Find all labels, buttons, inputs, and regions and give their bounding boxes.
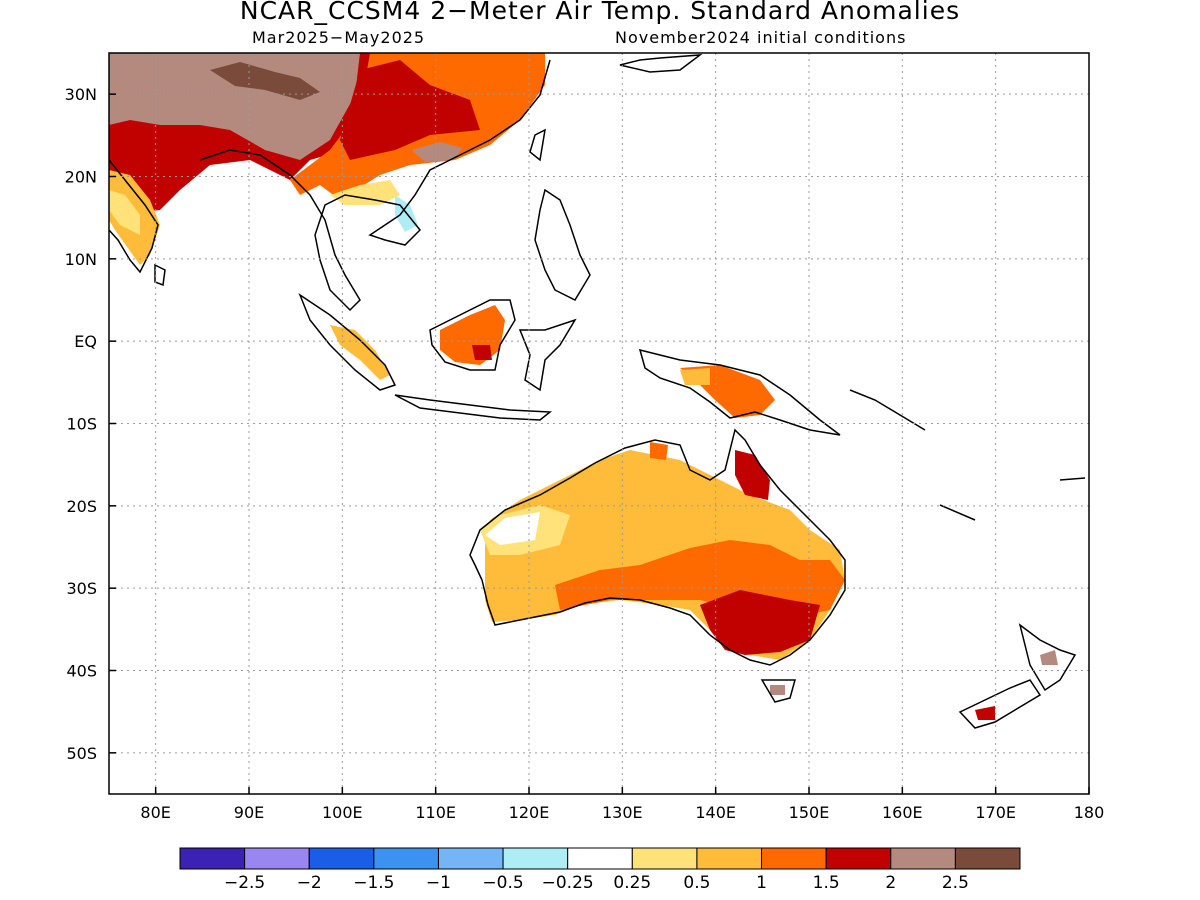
colorbar-label: −0.25 <box>542 873 594 893</box>
lon-tick-label: 140E <box>695 803 736 822</box>
colorbar-label: 1.5 <box>813 873 840 893</box>
new-zealand-south-coastline <box>958 679 1042 729</box>
lon-tick-label: 80E <box>140 803 170 822</box>
lat-tick-label: EQ <box>74 332 97 351</box>
philippines-coastline <box>534 188 591 301</box>
tasmania-anomaly-fill <box>770 685 785 695</box>
colorbar-swatch <box>179 847 246 870</box>
lon-tick-label: 110E <box>415 803 456 822</box>
queensland-red-fill <box>735 450 770 500</box>
taiwan-coastline <box>529 128 546 162</box>
lat-tick-label: 50S <box>66 744 97 763</box>
lon-tick-label: 90E <box>234 803 264 822</box>
colorbar-swatch <box>502 847 569 870</box>
new-guinea-coastline <box>638 348 841 436</box>
coastlines <box>109 54 1086 729</box>
australia-se-red-fill <box>700 590 820 655</box>
colorbar-label: 2.5 <box>942 873 969 893</box>
india-coastline <box>109 159 159 274</box>
sulawesi-coastline <box>518 318 577 392</box>
lat-tick-label: 10S <box>66 415 97 434</box>
asia-extreme-anomaly-fill <box>210 62 320 100</box>
pacific-islands-coastline <box>849 389 1086 521</box>
lat-tick-label: 30N <box>65 85 97 104</box>
map-title: NCAR_CCSM4 2−Meter Air Temp. Standard An… <box>239 0 961 25</box>
lon-tick-label: 150E <box>789 803 830 822</box>
lon-tick-label: 170E <box>975 803 1016 822</box>
colorbar-label: 2 <box>885 873 896 893</box>
colorbar: −2.5 −2 −1.5 −1 −0.5 −0.25 0.25 0.5 1 1.5 2 2.5 <box>179 847 1021 893</box>
lat-tick-label: 10N <box>65 250 97 269</box>
japan-coastline <box>619 54 703 73</box>
lat-tick-label: 20S <box>66 497 97 516</box>
colorbar-label: −2.5 <box>224 873 265 893</box>
new-zealand-anomaly-fill <box>975 706 995 720</box>
map-frame <box>108 52 1090 795</box>
borneo-red-fill <box>472 345 492 360</box>
colorbar-label: 1 <box>756 873 767 893</box>
sumatra-anomaly-fill <box>330 325 390 380</box>
axis-ticks: 80E 90E 100E 110E 120E 130E 140E 150E 160E 170E 18… <box>65 85 1105 822</box>
colorbar-label: −0.5 <box>482 873 523 893</box>
new-guinea-yellow-fill <box>680 368 710 385</box>
lat-tick-label: 30S <box>66 579 97 598</box>
borneo-coastline <box>429 299 516 371</box>
initial-conditions: November2024 initial conditions <box>615 28 907 47</box>
tasmania-coastline <box>760 679 796 703</box>
java-coastline <box>394 394 553 421</box>
graticule <box>109 53 1089 794</box>
colorbar-swatch <box>825 847 892 870</box>
australia-coastline <box>469 428 846 666</box>
colorbar-label: −1 <box>426 873 451 893</box>
lat-tick-label: 40S <box>66 662 97 681</box>
sumatra-coastline <box>298 293 397 391</box>
colorbar-label: −1.5 <box>353 873 394 893</box>
colorbar-label: 0.25 <box>613 873 651 893</box>
east-asia-red-fill <box>340 60 480 160</box>
indochina-yellow-fill <box>330 180 400 205</box>
australia-north-orange-fill <box>650 442 668 460</box>
colorbar-swatch <box>954 847 1021 870</box>
forecast-period: Mar2025−May2025 <box>252 28 426 47</box>
lon-tick-label: 100E <box>322 803 363 822</box>
lon-tick-label: 160E <box>882 803 923 822</box>
anomaly-shading <box>109 53 1058 720</box>
mainland-asia-coastline <box>199 59 551 312</box>
sri-lanka-coastline <box>154 263 166 287</box>
colorbar-swatch <box>696 847 763 870</box>
colorbar-swatch <box>308 847 375 870</box>
colorbar-swatch <box>244 847 310 870</box>
colorbar-label: 0.5 <box>683 873 710 893</box>
australia-nw-white-fill <box>485 512 540 545</box>
colorbar-label: −2 <box>297 873 322 893</box>
lat-tick-label: 20N <box>65 168 97 187</box>
new-zealand-brown-fill <box>1040 650 1058 665</box>
colorbar-swatch <box>437 847 504 870</box>
borneo-anomaly-fill <box>440 305 505 365</box>
colorbar-swatch <box>631 847 698 870</box>
new-zealand-north-coastline <box>1018 623 1077 692</box>
lon-tick-label: 120E <box>509 803 550 822</box>
india-yellow-fill <box>109 190 140 235</box>
lon-tick-label: 180 <box>1074 803 1105 822</box>
colorbar-swatch <box>890 847 956 870</box>
lon-tick-label: 130E <box>602 803 643 822</box>
china-coast-brown-fill <box>412 142 462 162</box>
colorbar-swatch <box>761 847 827 870</box>
colorbar-swatch <box>567 847 633 870</box>
colorbar-swatch <box>373 847 439 870</box>
